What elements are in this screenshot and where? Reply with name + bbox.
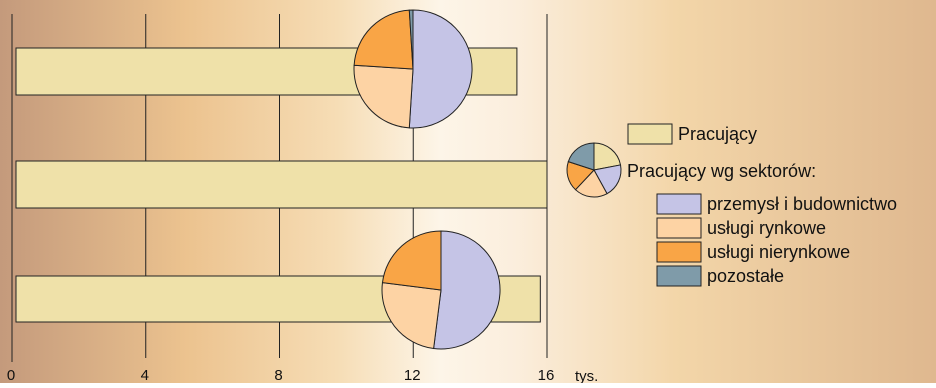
pie-slice	[433, 230, 501, 350]
legend-sector-swatch	[656, 217, 702, 239]
x-tick-label: 8	[274, 367, 282, 383]
legend-sector-label: usługi nierynkowe	[707, 242, 850, 262]
legend-sector-swatch	[656, 265, 702, 287]
legend-sector-label: usługi rynkowe	[707, 218, 826, 238]
pie-slice	[353, 9, 414, 70]
pie-slice	[353, 64, 414, 129]
legend-sector-label: pozostałe	[707, 266, 784, 286]
legend-bar-swatch	[627, 123, 673, 145]
pie-slice	[593, 142, 622, 171]
x-unit-label: tys.	[575, 368, 598, 383]
x-tick-label: 0	[7, 367, 15, 383]
pie-slice	[408, 9, 473, 129]
bar	[15, 160, 548, 209]
legend-sector-swatch	[656, 193, 702, 215]
pie-slice	[381, 230, 442, 291]
legend-bar-label: Pracujący	[678, 124, 757, 144]
pie-slice	[381, 282, 442, 350]
bar-pie	[353, 9, 473, 129]
x-tick-label: 16	[538, 367, 555, 383]
x-tick-label: 12	[404, 367, 421, 383]
pie-slice	[408, 9, 414, 70]
legend-pie-title: Pracujący wg sektorów:	[627, 161, 816, 181]
pie-slice	[567, 142, 595, 171]
legend-sector-swatch	[656, 241, 702, 263]
legend-sector-label: przemysł i budownictwo	[707, 194, 897, 214]
x-tick-label: 4	[141, 367, 149, 383]
bar-pie	[381, 230, 501, 350]
legend-pie-icon	[566, 142, 622, 198]
